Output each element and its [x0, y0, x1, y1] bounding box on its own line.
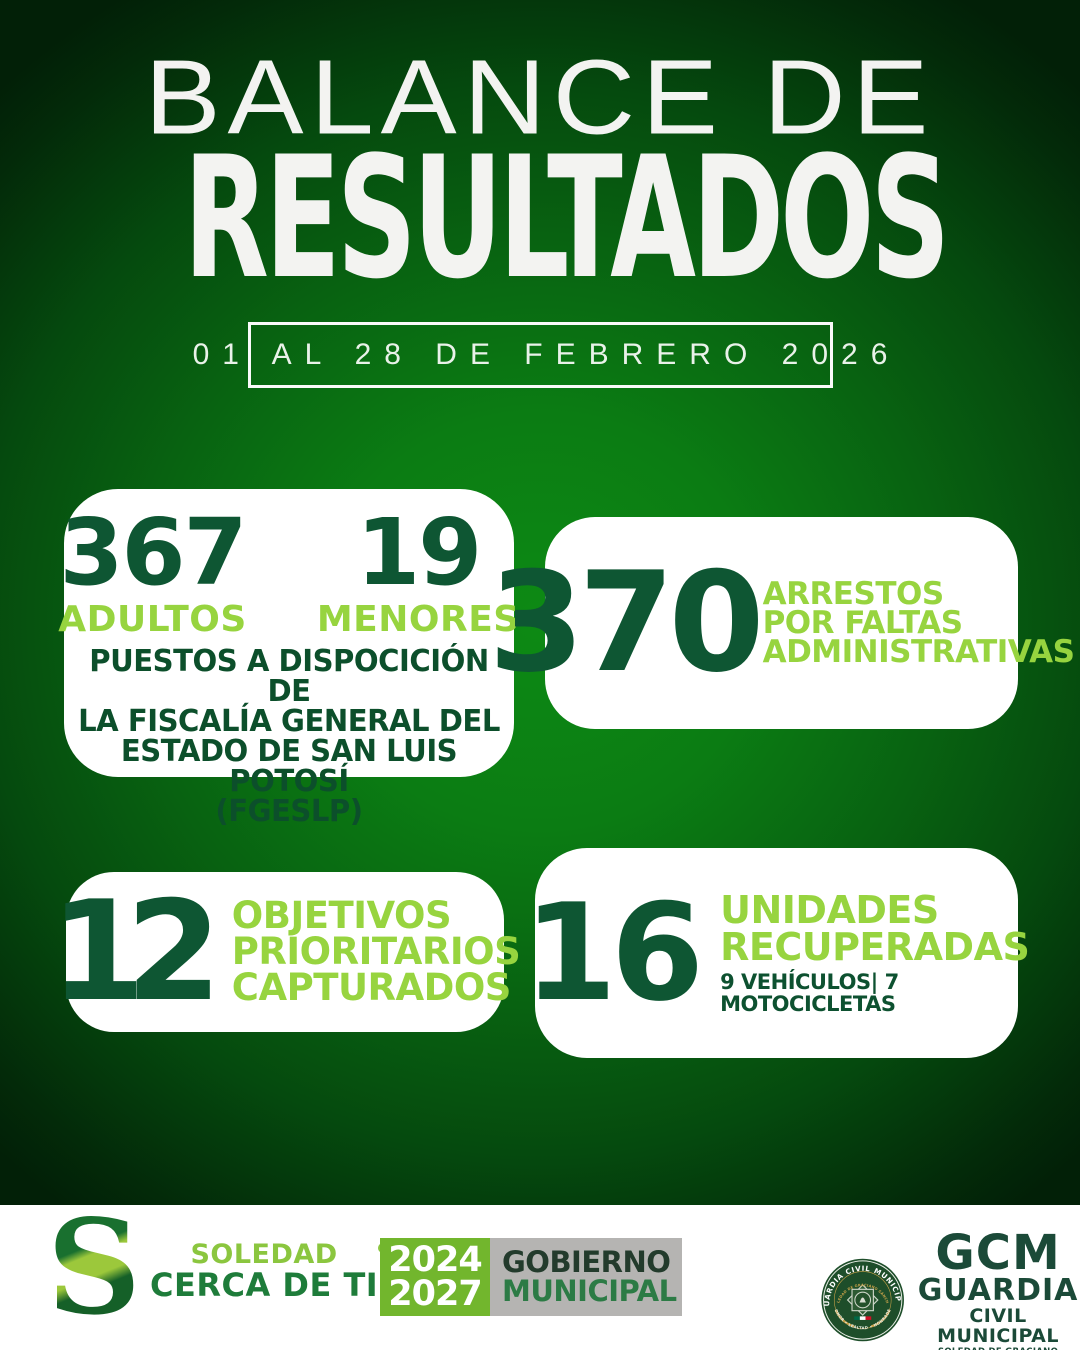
adultos-label: ADULTOS — [58, 599, 247, 640]
gobierno-line2: MUNICIPAL — [502, 1274, 677, 1308]
soledad-s-logo-icon: S — [47, 1215, 141, 1327]
badge-flag-icon — [854, 1316, 872, 1320]
date-range-box: 01 AL 28 DE FEBRERO 2026 — [193, 322, 887, 388]
stat-card-objetivos: 12 OBJETIVOS PRIORITARIOS CAPTURADOS — [50, 872, 521, 1032]
unidades-detail: 9 VEHÍCULOS| 7 MOTOCICLETAS — [720, 969, 899, 1016]
gobierno-box: GOBIERNO MUNICIPAL — [490, 1238, 682, 1316]
footer-strip: S SOLEDAD CERCA DE TI 2024 2027 GOBIERNO… — [0, 1205, 1080, 1350]
arrestos-label: ARRESTOS POR FALTAS ADMINISTRATIVAS — [762, 575, 1075, 670]
gcm-line2: CIVIL MUNICIPAL — [937, 1305, 1059, 1347]
soledad-wordmark: SOLEDAD CERCA DE TI — [150, 1238, 389, 1304]
soledad-logo-group: S SOLEDAD CERCA DE TI — [44, 1215, 389, 1327]
gcm-logo-group: GUARDIA CIVIL MUNICIPAL HONOR • LEALTAD … — [820, 1225, 1080, 1350]
gcm-abbr: GCM — [935, 1225, 1061, 1281]
detenidos-pair: 367 ADULTOS 19 MENORES — [58, 505, 519, 639]
stat-card-unidades: 16 UNIDADES RECUPERADAS 9 VEHÍCULOS| 7 M… — [524, 848, 1030, 1058]
menores-value: 19 — [356, 499, 482, 606]
period-box: 2024 2027 — [380, 1238, 490, 1316]
date-range-text: 01 AL 28 DE FEBRERO 2026 — [192, 338, 901, 371]
soledad-line1: SOLEDAD — [190, 1238, 338, 1270]
gcm-line1: GUARDIA — [917, 1273, 1079, 1308]
svg-text:S: S — [47, 1215, 141, 1327]
gobierno-line1: GOBIERNO — [502, 1245, 671, 1279]
detenidos-description: PUESTOS A DISPOCICIÓN DE LA FISCALÍA GEN… — [78, 644, 500, 829]
objetivos-label: OBJETIVOS PRIORITARIOS CAPTURADOS — [231, 894, 521, 1009]
arrestos-value: 370 — [488, 542, 765, 703]
menores-label: MENORES — [316, 599, 520, 640]
detenidos-menores-stat: 19 MENORES — [317, 505, 520, 639]
soledad-line2: CERCA DE TI — [150, 1265, 379, 1304]
stat-card-detenidos: 367 ADULTOS 19 MENORES PUESTOS A DISPOCI… — [58, 489, 519, 827]
unidades-text-column: UNIDADES RECUPERADAS 9 VEHÍCULOS| 7 MOTO… — [720, 887, 1030, 1016]
unidades-value: 16 — [523, 875, 705, 1031]
poster-title-line1: BALANCE DE — [144, 37, 936, 157]
gcm-wordmark: GCM GUARDIA CIVIL MUNICIPAL SOLEDAD DE G… — [913, 1225, 1080, 1350]
unidades-label: UNIDADES RECUPERADAS — [720, 887, 1030, 969]
gobierno-municipal-logo-group: 2024 2027 GOBIERNO MUNICIPAL — [380, 1238, 682, 1316]
gcm-line3: SOLEDAD DE GRACIANO SÁNCHEZ — [913, 1346, 1080, 1350]
objetivos-value: 12 — [49, 871, 222, 1032]
period-line2: 2027 — [388, 1274, 482, 1314]
period-line1: 2024 — [388, 1240, 482, 1280]
gcm-badge-icon: GUARDIA CIVIL MUNICIPAL HONOR • LEALTAD … — [820, 1253, 904, 1342]
detenidos-adultos-stat: 367 ADULTOS — [58, 505, 247, 639]
stat-card-arrestos: 370 ARRESTOS POR FALTAS ADMINISTRATIVAS — [489, 517, 1075, 729]
poster-title-line2: RESULTADOS — [183, 120, 951, 316]
adultos-value: 367 — [59, 499, 248, 606]
